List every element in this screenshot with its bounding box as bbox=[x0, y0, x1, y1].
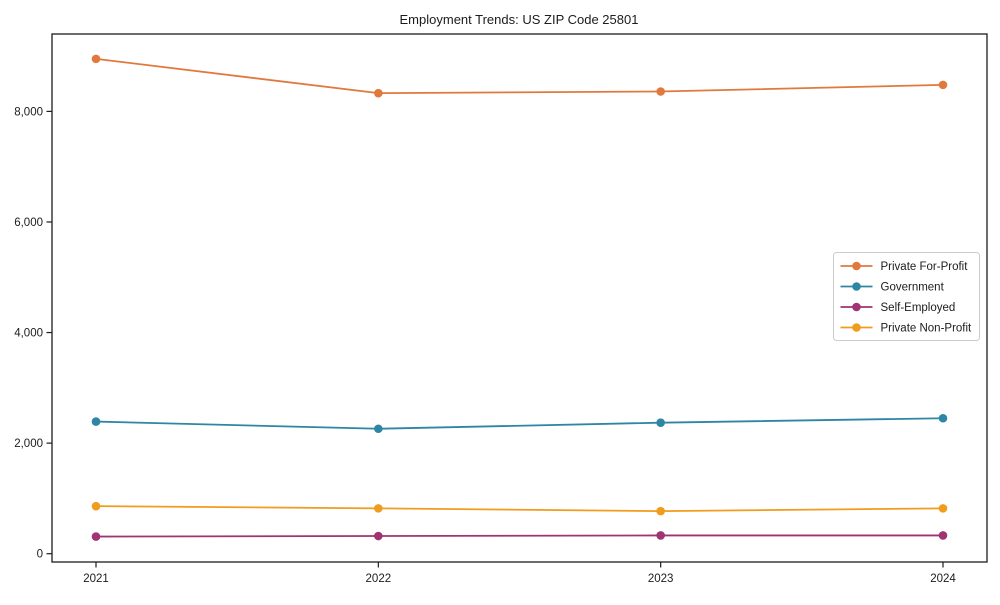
data-point-marker bbox=[91, 417, 101, 426]
x-tick-label: 2022 bbox=[366, 573, 392, 585]
y-axis: 0 2,000 4,000 6,000 8,000 bbox=[14, 106, 52, 561]
data-point-marker bbox=[374, 88, 383, 98]
data-point-marker bbox=[656, 531, 665, 540]
legend-item: Private For-Profit bbox=[840, 261, 969, 273]
legend-label: Private For-Profit bbox=[881, 261, 969, 273]
chart-title: Employment Trends: US ZIP Code 25801 bbox=[400, 12, 639, 27]
x-axis: 2021 2022 2023 2024 bbox=[83, 562, 956, 585]
data-point-marker bbox=[656, 506, 665, 516]
data-point-marker bbox=[374, 504, 383, 513]
data-point-marker bbox=[938, 504, 948, 513]
legend-label: Private Non-Profit bbox=[881, 323, 973, 335]
data-point-marker bbox=[938, 80, 948, 90]
data-point-marker bbox=[374, 424, 383, 434]
data-point-marker bbox=[91, 532, 101, 541]
plot-frame bbox=[51, 33, 988, 563]
legend-label: Self-Employed bbox=[881, 302, 956, 314]
legend-marker bbox=[852, 302, 861, 312]
legend-item: Private Non-Profit bbox=[840, 323, 973, 335]
y-tick-label: 4,000 bbox=[14, 328, 43, 340]
series-line bbox=[95, 57, 944, 95]
x-tick-label: 2024 bbox=[930, 573, 956, 585]
legend-label: Government bbox=[881, 282, 945, 294]
y-tick-label: 2,000 bbox=[14, 438, 43, 450]
legend-item: Government bbox=[840, 282, 945, 294]
data-point-marker bbox=[374, 531, 383, 541]
data-point-marker bbox=[91, 501, 101, 511]
x-tick-label: 2021 bbox=[83, 573, 109, 585]
legend-marker bbox=[852, 323, 861, 332]
legend: Private For-Profit Government Self-Employe… bbox=[833, 252, 980, 341]
y-tick-label: 0 bbox=[37, 549, 43, 561]
data-series-government bbox=[91, 413, 948, 434]
series-line bbox=[95, 417, 944, 430]
legend-marker bbox=[852, 282, 861, 291]
data-point-marker bbox=[938, 531, 948, 540]
data-point-marker bbox=[656, 87, 665, 96]
data-point-marker bbox=[938, 413, 948, 423]
data-point-marker bbox=[91, 54, 101, 64]
series-line bbox=[95, 505, 944, 513]
legend-item: Self-Employed bbox=[840, 302, 956, 314]
data-series-self-employed bbox=[91, 531, 948, 541]
data-series-private-non-profit bbox=[91, 501, 948, 516]
y-tick-label: 6,000 bbox=[14, 217, 43, 229]
x-tick-label: 2023 bbox=[648, 573, 674, 585]
legend-marker bbox=[852, 261, 861, 271]
data-series-private-for-profit bbox=[91, 54, 948, 98]
series-line bbox=[95, 534, 944, 538]
legend-frame bbox=[833, 252, 980, 341]
series-group bbox=[91, 54, 948, 541]
y-tick-label: 8,000 bbox=[14, 106, 43, 118]
data-point-marker bbox=[656, 418, 665, 427]
